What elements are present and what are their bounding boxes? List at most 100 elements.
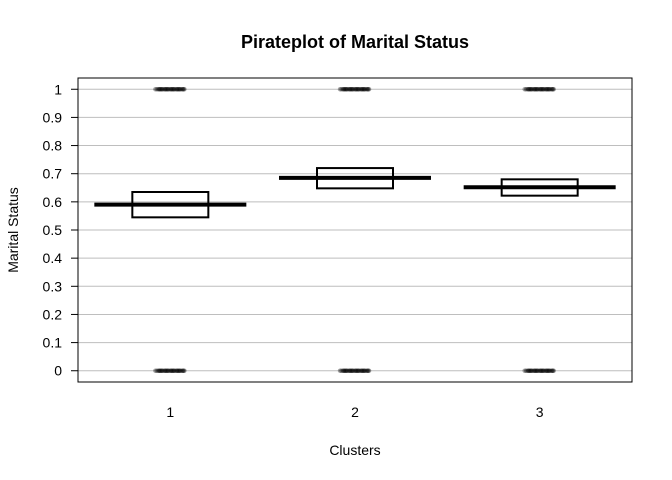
data-point bbox=[350, 368, 355, 374]
data-point bbox=[359, 86, 365, 92]
data-point bbox=[359, 86, 364, 92]
data-point bbox=[534, 368, 539, 374]
data-point bbox=[360, 86, 366, 92]
y-tick-label: 0.5 bbox=[43, 222, 63, 238]
data-point bbox=[532, 368, 538, 374]
data-point bbox=[346, 86, 352, 92]
data-point bbox=[365, 86, 371, 92]
data-point bbox=[358, 368, 364, 374]
x-axis-title: Clusters bbox=[329, 442, 380, 458]
data-point bbox=[342, 368, 348, 374]
data-point bbox=[350, 86, 355, 92]
data-point bbox=[365, 368, 370, 374]
data-point bbox=[163, 86, 169, 92]
data-point bbox=[539, 86, 545, 92]
data-point bbox=[153, 86, 158, 92]
data-point bbox=[153, 368, 158, 374]
data-point bbox=[154, 368, 160, 374]
data-point bbox=[175, 86, 180, 92]
data-point bbox=[357, 368, 362, 374]
data-point bbox=[531, 368, 536, 374]
data-point bbox=[365, 86, 370, 92]
data-point bbox=[358, 86, 364, 92]
data-point bbox=[365, 368, 371, 374]
data-point bbox=[182, 368, 187, 374]
data-point bbox=[181, 86, 186, 92]
data-point bbox=[522, 368, 528, 374]
data-point bbox=[339, 368, 344, 374]
data-point bbox=[158, 86, 163, 92]
data-point bbox=[176, 368, 181, 374]
y-tick-label: 0.1 bbox=[43, 335, 63, 351]
data-point bbox=[546, 368, 551, 374]
data-point bbox=[529, 368, 535, 374]
data-point bbox=[162, 368, 168, 374]
data-point bbox=[351, 86, 356, 92]
data-point bbox=[180, 86, 186, 92]
data-point bbox=[547, 368, 553, 374]
data-point bbox=[157, 86, 163, 92]
data-point bbox=[527, 368, 533, 374]
data-point bbox=[535, 86, 541, 92]
mean-lines bbox=[94, 175, 616, 207]
data-point bbox=[351, 368, 356, 374]
data-point bbox=[349, 86, 355, 92]
data-point bbox=[175, 368, 180, 374]
data-point bbox=[531, 86, 536, 92]
data-point bbox=[539, 368, 545, 374]
data-point bbox=[544, 86, 550, 92]
data-point bbox=[545, 368, 551, 374]
data-point bbox=[161, 368, 167, 374]
y-tick-label: 0 bbox=[54, 363, 62, 379]
data-point bbox=[528, 86, 534, 92]
data-point bbox=[549, 86, 555, 92]
data-point bbox=[547, 86, 553, 92]
data-point bbox=[179, 368, 185, 374]
data-point bbox=[549, 368, 555, 374]
data-point bbox=[540, 86, 546, 92]
x-tick-label: 1 bbox=[166, 404, 174, 420]
data-point bbox=[522, 86, 528, 92]
data-point bbox=[550, 368, 556, 374]
data-point bbox=[165, 368, 171, 374]
y-tick-label: 0.9 bbox=[43, 109, 63, 125]
data-point bbox=[343, 368, 349, 374]
data-point bbox=[532, 86, 538, 92]
data-point bbox=[353, 86, 358, 92]
data-point bbox=[342, 86, 348, 92]
data-point bbox=[176, 368, 182, 374]
data-point bbox=[359, 368, 365, 374]
data-point bbox=[364, 368, 370, 374]
data-point bbox=[173, 86, 179, 92]
data-point bbox=[160, 86, 166, 92]
data-point bbox=[549, 86, 554, 92]
data-point bbox=[169, 86, 174, 92]
data-point bbox=[540, 86, 545, 92]
data-point bbox=[161, 86, 167, 92]
data-point bbox=[337, 86, 343, 92]
data-point bbox=[348, 86, 354, 92]
data-point bbox=[549, 368, 554, 374]
data-point bbox=[174, 86, 180, 92]
data-point bbox=[349, 368, 355, 374]
data-point bbox=[159, 86, 164, 92]
y-axis-title: Marital Status bbox=[5, 187, 21, 273]
data-point bbox=[168, 368, 174, 374]
data-point bbox=[551, 368, 556, 374]
data-point bbox=[363, 368, 368, 374]
data-point bbox=[170, 368, 176, 374]
data-point bbox=[362, 368, 367, 374]
data-point bbox=[543, 368, 548, 374]
y-tick-label: 1 bbox=[54, 81, 62, 97]
data-point bbox=[550, 86, 556, 92]
data-point bbox=[159, 86, 165, 92]
data-point bbox=[159, 368, 165, 374]
data-point bbox=[546, 86, 552, 92]
data-point bbox=[181, 368, 186, 374]
data-point bbox=[526, 368, 531, 374]
data-point bbox=[543, 86, 549, 92]
y-tick-label: 0.7 bbox=[43, 166, 63, 182]
data-point bbox=[178, 86, 183, 92]
data-point bbox=[345, 86, 350, 92]
data-point bbox=[174, 368, 180, 374]
